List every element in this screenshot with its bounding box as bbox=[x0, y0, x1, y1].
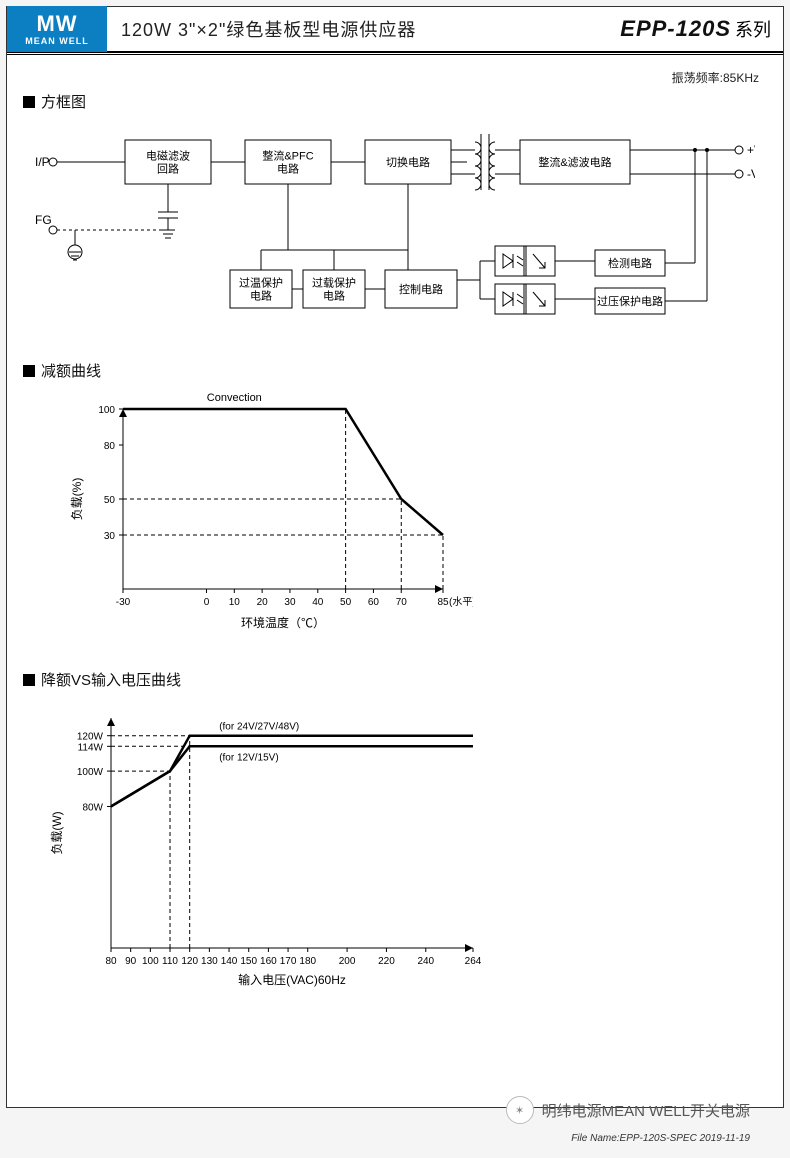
svg-text:过温保护: 过温保护 bbox=[239, 276, 283, 290]
svg-text:过载保护: 过载保护 bbox=[312, 276, 356, 290]
svg-text:220: 220 bbox=[378, 956, 395, 967]
svg-text:(for 12V/15V): (for 12V/15V) bbox=[219, 752, 278, 763]
logo-bottom: MEAN WELL bbox=[25, 37, 89, 46]
svg-text:电路: 电路 bbox=[323, 290, 345, 303]
svg-text:I/P: I/P bbox=[35, 155, 50, 169]
logo-top: MW bbox=[36, 13, 77, 35]
svg-text:负载(W): 负载(W) bbox=[50, 811, 64, 854]
svg-text:160: 160 bbox=[260, 956, 277, 967]
svg-text:FG: FG bbox=[35, 213, 52, 227]
svg-text:回路: 回路 bbox=[157, 163, 179, 176]
header: MW MEAN WELL 120W 3"×2"绿色基板型电源供应器 EPP-12… bbox=[7, 7, 783, 53]
meanwell-logo: MW MEAN WELL bbox=[7, 6, 107, 52]
svg-text:输入电压(VAC)60Hz: 输入电压(VAC)60Hz bbox=[238, 972, 346, 987]
svg-text:整流&滤波电路: 整流&滤波电路 bbox=[538, 155, 611, 169]
svg-text:114W: 114W bbox=[78, 742, 104, 753]
voltage-label: 降额VS输入电压曲线 bbox=[41, 669, 181, 690]
svg-text:-V: -V bbox=[747, 167, 755, 181]
bullet-square-icon bbox=[23, 674, 35, 686]
svg-text:电路: 电路 bbox=[277, 163, 299, 176]
derating-label: 减额曲线 bbox=[41, 360, 101, 381]
block-diagram-label: 方框图 bbox=[41, 91, 86, 112]
svg-text:140: 140 bbox=[221, 956, 238, 967]
svg-text:50: 50 bbox=[104, 495, 116, 506]
bullet-square-icon bbox=[23, 96, 35, 108]
bullet-square-icon bbox=[23, 365, 35, 377]
svg-text:80: 80 bbox=[105, 956, 117, 967]
svg-text:200: 200 bbox=[339, 956, 356, 967]
svg-text:20: 20 bbox=[257, 597, 269, 608]
svg-text:80: 80 bbox=[104, 441, 116, 452]
model-number: EPP-120S系列 bbox=[620, 16, 771, 42]
svg-text:100W: 100W bbox=[77, 767, 104, 778]
svg-text:负载(%): 负载(%) bbox=[70, 478, 84, 521]
model-series: 系列 bbox=[735, 20, 771, 40]
svg-text:90: 90 bbox=[125, 956, 137, 967]
derating-chart-svg: -30 0 10 20 30 40 50 60 70 85 30 50 80 100 Convection 环… bbox=[53, 389, 473, 649]
svg-text:0: 0 bbox=[204, 597, 210, 608]
footer-brand-text: 明纬电源MEAN WELL开关电源 bbox=[542, 1100, 750, 1121]
block-diagram: I/PFG电磁滤波回路整流&PFC电路切换电路整流&滤波电路过温保护电路过载保护… bbox=[23, 120, 767, 340]
svg-text:(水平): (水平) bbox=[449, 596, 473, 608]
svg-text:180: 180 bbox=[299, 956, 316, 967]
svg-text:40: 40 bbox=[312, 597, 324, 608]
voltage-chart-svg: 80 90 100110120130140150160170180 200 220 240… bbox=[33, 698, 503, 998]
svg-text:切换电路: 切换电路 bbox=[386, 155, 430, 169]
svg-text:-30: -30 bbox=[116, 597, 131, 608]
derating-chart: -30 0 10 20 30 40 50 60 70 85 30 50 80 100 Convection 环… bbox=[23, 389, 767, 649]
svg-text:120W: 120W bbox=[77, 732, 104, 743]
svg-text:120: 120 bbox=[181, 956, 198, 967]
svg-text:80W: 80W bbox=[82, 802, 103, 813]
svg-text:30: 30 bbox=[104, 531, 116, 542]
svg-text:100: 100 bbox=[142, 956, 159, 967]
content: 振荡频率:85KHz 方框图 I/PFG电磁滤波回路整流&PFC电路切换电路整流… bbox=[7, 55, 783, 1008]
section-voltage-title: 降额VS输入电压曲线 bbox=[23, 669, 767, 690]
svg-text:过压保护电路: 过压保护电路 bbox=[597, 294, 663, 308]
svg-text:30: 30 bbox=[284, 597, 296, 608]
svg-text:60: 60 bbox=[368, 597, 380, 608]
svg-text:控制电路: 控制电路 bbox=[399, 282, 443, 296]
svg-text:240: 240 bbox=[417, 956, 434, 967]
svg-text:170: 170 bbox=[280, 956, 297, 967]
svg-text:(for 24V/27V/48V): (for 24V/27V/48V) bbox=[219, 722, 299, 733]
svg-text:环境温度（℃）: 环境温度（℃） bbox=[241, 615, 325, 630]
svg-text:10: 10 bbox=[229, 597, 241, 608]
voltage-chart: 80 90 100110120130140150160170180 200 220 240… bbox=[23, 698, 767, 998]
svg-text:整流&PFC: 整流&PFC bbox=[262, 149, 313, 163]
svg-text:电路: 电路 bbox=[250, 290, 272, 303]
svg-text:70: 70 bbox=[396, 597, 408, 608]
svg-text:+V: +V bbox=[747, 143, 755, 157]
svg-text:150: 150 bbox=[240, 956, 257, 967]
svg-text:电磁滤波: 电磁滤波 bbox=[146, 150, 190, 163]
footer-brand: ✶ 明纬电源MEAN WELL开关电源 bbox=[506, 1096, 750, 1124]
section-block-diagram-title: 方框图 bbox=[23, 91, 767, 112]
svg-text:264: 264 bbox=[465, 956, 482, 967]
svg-text:检测电路: 检测电路 bbox=[608, 256, 652, 270]
svg-text:50: 50 bbox=[340, 597, 352, 608]
svg-text:100: 100 bbox=[98, 405, 115, 416]
page: MW MEAN WELL 120W 3"×2"绿色基板型电源供应器 EPP-12… bbox=[6, 6, 784, 1108]
section-derating-title: 减额曲线 bbox=[23, 360, 767, 381]
svg-text:Convection: Convection bbox=[207, 392, 262, 404]
svg-text:130: 130 bbox=[201, 956, 218, 967]
page-title: 120W 3"×2"绿色基板型电源供应器 bbox=[107, 16, 620, 42]
block-diagram-svg: I/PFG电磁滤波回路整流&PFC电路切换电路整流&滤波电路过温保护电路过载保护… bbox=[35, 120, 755, 340]
model-code: EPP-120S bbox=[620, 16, 731, 41]
wechat-icon: ✶ bbox=[506, 1096, 534, 1124]
svg-text:85: 85 bbox=[437, 597, 449, 608]
filename-note: File Name:EPP-120S-SPEC 2019-11-19 bbox=[571, 1133, 750, 1144]
svg-text:110: 110 bbox=[162, 956, 178, 967]
oscillation-note: 振荡频率:85KHz bbox=[672, 69, 759, 86]
